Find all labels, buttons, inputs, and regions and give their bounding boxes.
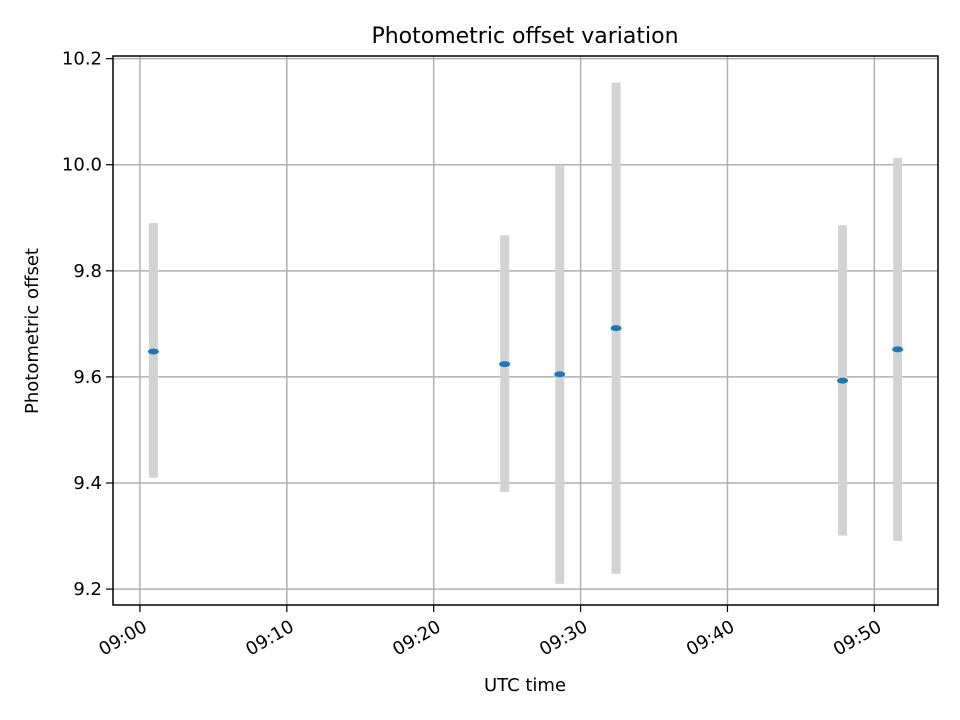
data-point bbox=[610, 325, 622, 332]
data-point bbox=[554, 371, 566, 378]
x-axis-ticks: 09:00 09:10 09:20 09:30 09:40 09:50 bbox=[95, 605, 885, 660]
data-point bbox=[499, 361, 511, 368]
x-tick-label: 09:40 bbox=[683, 616, 738, 660]
plot-frame bbox=[112, 55, 939, 606]
x-tick-label: 09:10 bbox=[242, 616, 297, 660]
y-tick-label: 10.0 bbox=[62, 155, 102, 176]
data-point bbox=[892, 346, 904, 353]
point-layer bbox=[147, 325, 904, 384]
x-axis-label: UTC time bbox=[484, 675, 566, 696]
grid-layer bbox=[113, 56, 938, 605]
y-tick-label: 9.4 bbox=[73, 473, 102, 494]
x-tick-label: 09:20 bbox=[389, 616, 444, 660]
y-tick-label: 10.2 bbox=[62, 49, 102, 70]
data-point bbox=[147, 348, 159, 355]
y-tick-label: 9.8 bbox=[73, 261, 102, 282]
chart-title: Photometric offset variation bbox=[371, 24, 678, 49]
data-point bbox=[837, 377, 849, 384]
y-axis-label: Photometric offset bbox=[22, 248, 43, 414]
y-axis-ticks: 9.2 9.4 9.6 9.8 10.0 10.2 bbox=[62, 49, 113, 600]
y-tick-label: 9.2 bbox=[73, 579, 102, 600]
x-tick-label: 09:00 bbox=[95, 616, 150, 660]
x-tick-label: 09:30 bbox=[536, 616, 591, 660]
y-tick-label: 9.6 bbox=[73, 367, 102, 388]
errorbar-layer bbox=[148, 82, 903, 584]
x-tick-label: 09:50 bbox=[830, 616, 885, 660]
